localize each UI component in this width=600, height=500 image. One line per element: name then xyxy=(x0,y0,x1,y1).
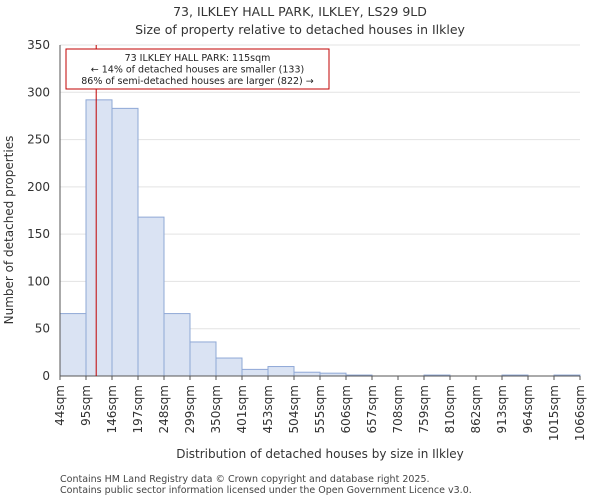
x-tick-labels: 44sqm 95sqm 146sqm 197sqm 248sqm 299sqm 350sqm… xyxy=(53,376,587,441)
y-tick-label: 300 xyxy=(27,85,50,99)
x-tick-label: 504sqm xyxy=(287,385,301,433)
x-tick-label: 1015sqm xyxy=(547,385,561,441)
x-tick-label: 708sqm xyxy=(391,385,405,433)
x-tick-label: 350sqm xyxy=(209,385,223,433)
bars xyxy=(59,99,581,377)
x-tick-label: 862sqm xyxy=(469,385,483,433)
y-tick-label: 150 xyxy=(27,227,50,241)
bar xyxy=(111,107,139,377)
x-tick-label: 44sqm xyxy=(53,385,67,426)
x-tick-label: 95sqm xyxy=(79,385,93,426)
x-tick-label: 248sqm xyxy=(157,385,171,433)
x-tick-label: 453sqm xyxy=(261,385,275,433)
x-tick-label: 146sqm xyxy=(105,385,119,433)
bar xyxy=(267,366,295,377)
y-tick-label: 350 xyxy=(27,38,50,52)
bar xyxy=(241,368,269,377)
bar xyxy=(59,313,87,377)
x-tick-label: 964sqm xyxy=(521,385,535,433)
x-tick-label: 913sqm xyxy=(495,385,509,433)
y-tick-label: 0 xyxy=(42,369,50,383)
y-axis-label: Number of detached properties xyxy=(2,136,16,325)
bar xyxy=(137,216,165,377)
bar xyxy=(189,341,217,377)
x-tick-label: 606sqm xyxy=(339,385,353,433)
y-tick-label: 250 xyxy=(27,133,50,147)
annotation-line: 73 ILKLEY HALL PARK: 115sqm xyxy=(125,53,271,64)
x-tick-label: 299sqm xyxy=(183,385,197,433)
chart-subtitle: Size of property relative to detached ho… xyxy=(135,22,465,37)
bar xyxy=(163,313,191,377)
footer-line-2: Contains public sector information licen… xyxy=(60,485,472,496)
chart-title: 73, ILKLEY HALL PARK, ILKLEY, LS29 9LD xyxy=(173,4,427,19)
property-marker: 73 ILKLEY HALL PARK: 115sqm← 14% of deta… xyxy=(65,45,330,376)
y-tick-label: 100 xyxy=(27,274,50,288)
x-tick-label: 759sqm xyxy=(417,385,431,433)
y-tick-label: 200 xyxy=(27,180,50,194)
footer-line-1: Contains HM Land Registry data © Crown c… xyxy=(60,474,430,485)
annotation-line: ← 14% of detached houses are smaller (13… xyxy=(91,65,304,76)
x-tick-label: 810sqm xyxy=(443,385,457,433)
annotation-line: 86% of semi-detached houses are larger (… xyxy=(81,76,314,87)
y-tick-label: 50 xyxy=(35,322,50,336)
annotation-box xyxy=(65,48,330,90)
x-tick-label: 657sqm xyxy=(365,385,379,433)
bar xyxy=(293,371,321,377)
x-tick-label: 401sqm xyxy=(235,385,249,433)
bar xyxy=(85,99,113,377)
x-tick-label: 197sqm xyxy=(131,385,145,433)
bar xyxy=(215,357,243,377)
x-axis-label: Distribution of detached houses by size … xyxy=(176,447,464,461)
x-tick-label: 1066sqm xyxy=(573,385,587,441)
y-tick-labels: 0 50 100 150 200 250 300 350 xyxy=(27,38,50,383)
x-tick-label: 555sqm xyxy=(313,385,327,433)
